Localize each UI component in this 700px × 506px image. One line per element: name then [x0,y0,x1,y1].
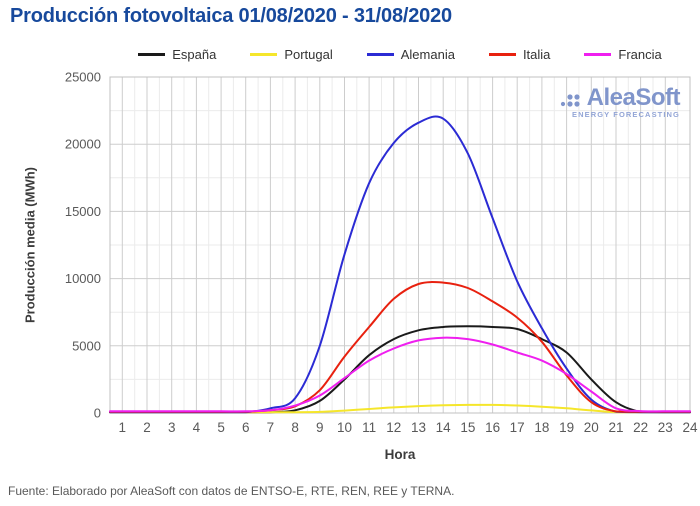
y-tick-label: 15000 [65,204,101,219]
legend-item-italia[interactable]: Italia [488,47,551,62]
x-tick-label: 5 [217,420,225,435]
y-tick-label: 5000 [72,338,101,353]
legend-swatch [488,53,516,56]
logo-name: AleaSoft [586,84,681,111]
x-tick-label: 10 [337,420,352,435]
legend-label: Portugal [284,47,333,62]
x-tick-label: 8 [291,420,299,435]
legend-swatch [584,53,612,56]
series-line-francia [109,336,691,413]
legend-swatch [366,53,394,56]
x-tick-label: 16 [485,420,500,435]
x-tick-label: 22 [633,420,648,435]
legend-label: Francia [618,47,662,62]
legend-item-francia[interactable]: Francia [584,47,662,62]
x-tick-label: 17 [510,420,525,435]
legend-item-españa[interactable]: España [138,47,216,62]
x-tick-label: 3 [168,420,176,435]
x-tick-label: 4 [193,420,201,435]
x-tick-label: 23 [658,420,673,435]
logo-tagline: ENERGY FORECASTING [571,110,680,119]
y-axis-title: Producción media (MWh) [22,167,38,323]
x-tick-label: 13 [411,420,426,435]
x-tick-label: 15 [460,420,475,435]
legend-swatch [138,53,166,56]
chart-title: Producción fotovoltaica 01/08/2020 - 31/… [10,5,452,27]
x-tick-label: 6 [242,420,250,435]
x-tick-label: 12 [386,420,401,435]
x-tick-label: 9 [316,420,324,435]
series-line-alemania [109,115,691,414]
aleasoft-logo: AleaSoft ENERGY FORECASTING [560,84,681,119]
legend-swatch [250,53,278,56]
plot-border [109,76,691,414]
logo-wordmark: AleaSoft [560,84,681,111]
legend-item-alemania[interactable]: Alemania [366,47,455,62]
legend-label: Alemania [400,47,455,62]
x-tick-label: 19 [559,420,574,435]
chart-legend: España Portugal Alemania Italia Francia [110,47,690,62]
y-tick-label: 0 [94,406,101,421]
x-tick-label: 24 [682,420,698,435]
legend-label: España [172,47,217,62]
x-axis-title: Hora [384,447,416,462]
x-tick-label: 20 [584,420,599,435]
legend-item-portugal[interactable]: Portugal [250,47,333,62]
source-footer: Fuente: Elaborado por AleaSoft con datos… [8,484,455,498]
x-tick-label: 7 [267,420,275,435]
x-tick-label: 1 [119,420,127,435]
legend-label: Italia [522,47,551,62]
x-tick-label: 18 [534,420,549,435]
x-tick-label: 11 [362,420,376,435]
y-tick-label: 20000 [65,137,101,152]
logo-dots-icon [560,94,580,107]
x-tick-label: 21 [608,420,623,435]
y-tick-label: 10000 [65,271,101,286]
x-tick-label: 14 [436,420,452,435]
y-tick-label: 25000 [65,70,101,85]
x-tick-label: 2 [143,420,151,435]
